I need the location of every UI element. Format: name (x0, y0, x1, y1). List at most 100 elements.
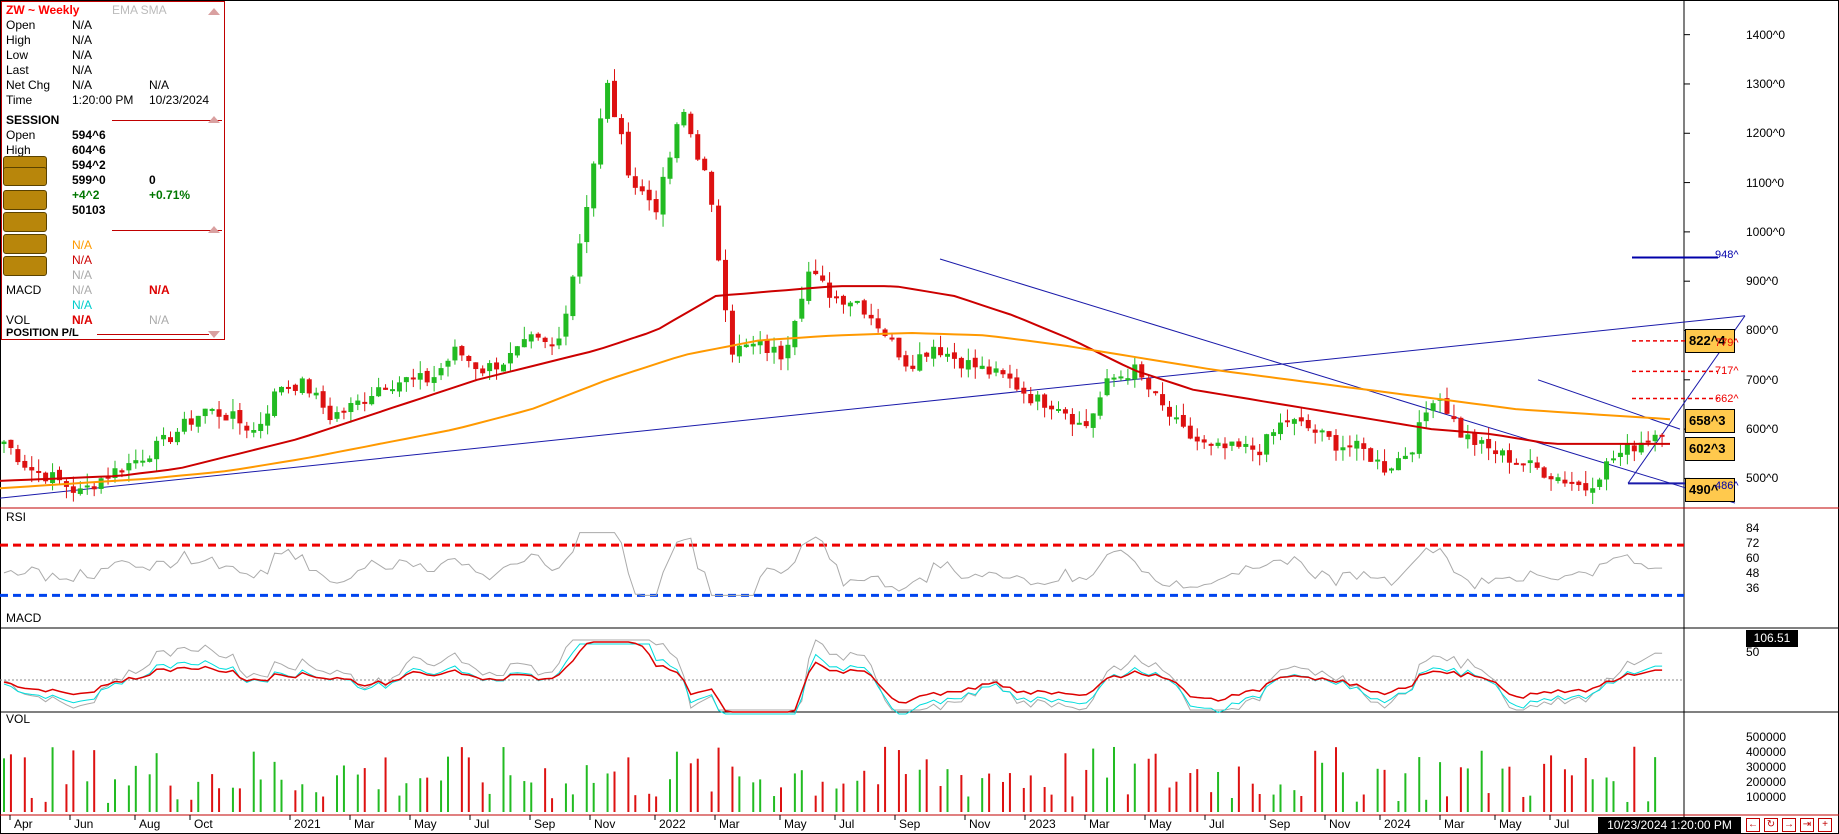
level-box-602[interactable]: 602^3 (1685, 437, 1735, 461)
candle-body (945, 353, 950, 357)
candle-body (632, 176, 638, 188)
nav-forward-icon[interactable]: → (1782, 818, 1796, 832)
indicator-list: EMA SMA (112, 3, 167, 17)
sma-line (0, 331, 1671, 490)
candle-body (8, 439, 14, 449)
low-value: N/A (72, 48, 93, 62)
netchg-value: N/A (72, 78, 93, 92)
session-divider (112, 120, 222, 121)
candle-body (653, 199, 659, 213)
time-tick-label: Sep (1269, 817, 1291, 831)
trendline-down (939, 258, 1736, 504)
candle-body (542, 337, 548, 343)
candle-body (1118, 376, 1124, 379)
vol-tick-label: 400000 (1746, 745, 1787, 760)
candle-body (584, 207, 590, 243)
rsi-value: N/A (72, 268, 93, 282)
toggle-button-6[interactable] (3, 256, 47, 276)
candle-body (854, 300, 860, 303)
time-tick-label: Jul (1554, 817, 1570, 831)
candle-body (70, 486, 76, 493)
session-high-value: 604^6 (72, 143, 106, 157)
candle-body (1645, 440, 1651, 443)
candle-body (667, 157, 673, 179)
candle-body (1028, 394, 1034, 404)
candle-body (618, 118, 624, 135)
symbol-title[interactable]: ZW ~ Weekly (6, 3, 80, 17)
candle-body (903, 355, 909, 367)
time-tick-label: Sep (899, 817, 921, 831)
candle-body (216, 409, 222, 417)
position-expand-icon[interactable] (208, 331, 220, 338)
rsi-line (3, 532, 1663, 596)
nav-end-icon[interactable]: ⇥ (1800, 818, 1814, 832)
candle-body (695, 134, 701, 160)
candle-body (424, 370, 430, 383)
session-collapse-icon[interactable] (208, 116, 220, 123)
candle-body (910, 365, 916, 369)
trendline-long (0, 315, 1746, 499)
toggle-button-5[interactable] (3, 234, 47, 254)
toggle-button-2[interactable] (3, 167, 47, 186)
candle-body (480, 368, 486, 374)
candle-body (1617, 452, 1623, 458)
candle-body (549, 344, 555, 347)
candle-body (591, 163, 597, 209)
candle-body (383, 387, 389, 390)
candle-body (77, 488, 83, 494)
rsi-tick-label: 48 (1746, 565, 1760, 580)
candle-body (431, 377, 437, 383)
candle-body (813, 270, 819, 275)
candle-body (376, 387, 382, 397)
toggle-button-3[interactable] (3, 190, 47, 210)
nav-back-icon[interactable]: ← (1746, 818, 1760, 832)
candle-body (279, 386, 284, 393)
collapse-up-icon[interactable] (208, 8, 220, 15)
candle-body (570, 276, 576, 317)
candle-body (29, 467, 35, 471)
candle-body (36, 471, 42, 474)
candle-body (1638, 442, 1644, 453)
time-tick-label: Nov (969, 817, 991, 831)
candle-body (1631, 445, 1637, 452)
candle-body (147, 458, 153, 462)
candle-body (1576, 481, 1582, 486)
candle-body (827, 282, 833, 298)
time-tick-label: Apr (14, 817, 33, 831)
candle-body (1160, 394, 1166, 406)
level-box-822[interactable]: 822^4 (1685, 329, 1735, 353)
level-box-490[interactable]: 490^ (1685, 478, 1735, 502)
candle-body (1173, 417, 1179, 420)
candle-body (1076, 422, 1082, 425)
candle-body (1264, 434, 1270, 455)
netchg-label: Net Chg (6, 78, 51, 92)
level-box-658[interactable]: 658^3 (1685, 409, 1735, 433)
nav-refresh-icon[interactable]: ↻ (1764, 818, 1778, 832)
nav-zoom-icon[interactable]: + (1818, 818, 1832, 832)
candle-body (1652, 434, 1658, 442)
candle-body (764, 338, 770, 353)
session-open-value: 594^6 (72, 128, 106, 142)
candle-body (1250, 445, 1256, 450)
price-tick-label: 1300^0 (1746, 76, 1785, 91)
candle-body (834, 296, 839, 299)
candle-body (1139, 364, 1145, 378)
candle-body (334, 412, 340, 419)
candle-body (1104, 378, 1110, 396)
candle-body (1590, 488, 1596, 493)
candle-body (736, 345, 742, 357)
vol-tick-label: 500000 (1746, 730, 1787, 745)
toggle-button-4[interactable] (3, 212, 47, 232)
candle-body (1291, 419, 1297, 424)
macd-value-2: N/A (149, 283, 170, 297)
candle-body (1305, 419, 1311, 429)
candle-body (403, 377, 409, 383)
time-tick-label: Nov (594, 817, 616, 831)
macd-label: MACD (6, 283, 42, 297)
indicators-collapse-icon[interactable] (208, 226, 220, 233)
candle-body (181, 418, 187, 432)
netchg-value-2: N/A (149, 78, 170, 92)
time-tick-label: Mar (1444, 817, 1465, 831)
